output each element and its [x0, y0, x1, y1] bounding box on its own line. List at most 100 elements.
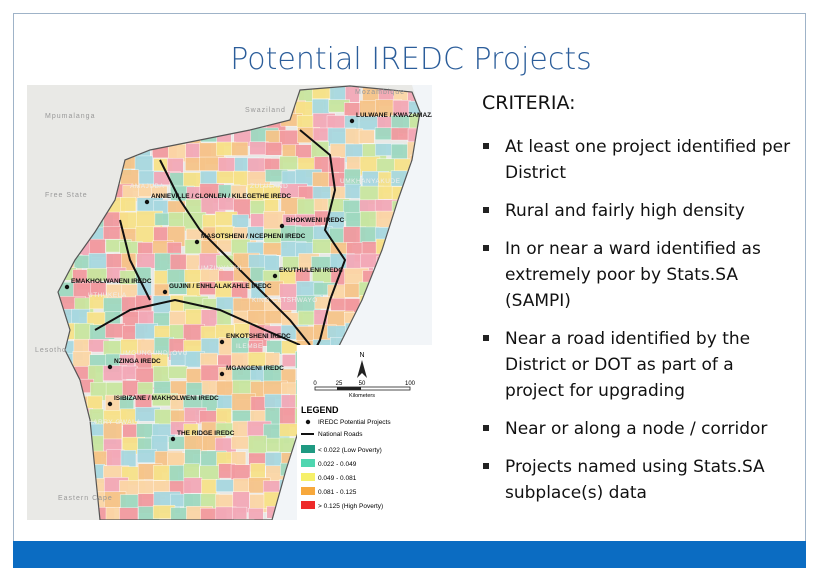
- patch: [105, 507, 121, 520]
- patch: [264, 255, 280, 271]
- patch: [154, 212, 170, 226]
- project-label: ISIBIZANE / MAKHOLWENI IREDC: [114, 395, 219, 402]
- project-label: MGANGENI IREDC: [226, 365, 284, 372]
- project-point: [194, 239, 200, 245]
- legend-classes: < 0.022 (Low Poverty) 0.022 - 0.049 0.049 …: [301, 445, 383, 510]
- project-point: [107, 401, 113, 407]
- region-label: Eastern Cape: [58, 495, 113, 502]
- projects: LULWANE / KWAZAMAZAMA IREDC ANNIEVILLE / …: [64, 112, 432, 442]
- patch: [183, 477, 203, 494]
- project-point: [64, 284, 70, 290]
- patch: [344, 183, 362, 199]
- legend-swatch: [301, 487, 315, 495]
- legend-title: LEGEND: [301, 405, 339, 415]
- legend-label: National Roads: [318, 431, 363, 438]
- criteria-item: In or near a ward identified as extremel…: [482, 236, 792, 314]
- region-label: Mozambique: [355, 89, 405, 96]
- project-label: BHOKWENI IREDC: [286, 217, 344, 224]
- scale-unit: Kilometers: [349, 393, 375, 399]
- patch: [73, 338, 90, 353]
- criteria-item: Rural and fairly high density: [482, 198, 792, 224]
- project-label: ANNIEVILLE / CLONLEN / KILEGETHE IREDC: [151, 193, 291, 200]
- legend-swatch: [301, 445, 315, 453]
- patch: [311, 141, 329, 159]
- project-point: [162, 289, 168, 295]
- patch: [279, 155, 298, 170]
- patch: [169, 254, 188, 272]
- district-label: UTHUKELA: [88, 292, 127, 299]
- project-label: ENKOTSHENI IREDC: [226, 333, 291, 340]
- patch: [168, 211, 186, 227]
- roads: [94, 129, 347, 381]
- district-label: AMAJUBA: [130, 183, 164, 190]
- patch: [247, 226, 264, 241]
- legend-swatch: [301, 473, 315, 481]
- north-arrow: [357, 360, 367, 378]
- scale-bar: [314, 386, 411, 391]
- patch: [344, 283, 361, 298]
- scale-label: 25: [336, 381, 343, 387]
- north-label: N: [359, 352, 364, 359]
- patch: [250, 266, 266, 282]
- patch: [200, 170, 220, 186]
- patch: [103, 226, 122, 240]
- project-point: [272, 273, 278, 279]
- legend-swatch: [301, 459, 315, 467]
- region-label: Swaziland: [245, 107, 286, 114]
- criteria: CRITERIA: At least one project identifie…: [482, 92, 792, 518]
- patch: [263, 242, 283, 256]
- map: Mozambique Swaziland Mpumalanga Free Sta…: [27, 85, 432, 520]
- legend-label: 0.081 - 0.125: [318, 489, 357, 496]
- patch: [215, 479, 235, 492]
- patch: [248, 508, 264, 520]
- patch: [137, 448, 157, 463]
- patch: [199, 465, 221, 481]
- criteria-item: Near a road identified by the District o…: [482, 326, 792, 404]
- project-point: [219, 371, 225, 377]
- patch: [138, 310, 155, 325]
- project-point: [279, 223, 285, 229]
- project-label: NZINGA IREDC: [114, 358, 161, 365]
- legend-point: [305, 419, 311, 425]
- patch: [359, 211, 379, 229]
- patch: [105, 323, 126, 339]
- legend-label: 0.049 - 0.081: [318, 475, 357, 482]
- project-label: MASOTSHENI / NCEPHENI IREDC: [201, 233, 306, 240]
- patch: [119, 507, 139, 520]
- project-point: [107, 364, 113, 370]
- project-label: EKUTHULENI IREDC: [279, 267, 343, 274]
- legend-label: > 0.125 (High Poverty): [318, 503, 383, 510]
- criteria-heading: CRITERIA:: [482, 92, 576, 114]
- patch: [183, 463, 200, 479]
- legend-swatch: [301, 501, 315, 509]
- criteria-item: Projects named using Stats.SA subplace(s…: [482, 454, 792, 506]
- project-label: GUJINI / ENHLALAKAHLE IREDC: [169, 283, 272, 290]
- criteria-list: At least one project identified per Dist…: [482, 134, 792, 506]
- patch: [168, 365, 188, 379]
- scale-bar-fill: [337, 387, 361, 390]
- district-label: KING CETSHWAYO: [252, 297, 318, 304]
- district-label: UMKHANYAKUDE: [340, 178, 401, 185]
- footer-bar: [13, 541, 806, 568]
- patch: [231, 141, 249, 156]
- patch: [281, 354, 298, 367]
- criteria-item: At least one project identified per Dist…: [482, 134, 792, 186]
- scale-label: 0: [313, 381, 317, 387]
- district-label: UMZINYATHI: [198, 265, 242, 272]
- legend-label: 0.022 - 0.049: [318, 461, 357, 468]
- district-label: ZULULAND: [250, 183, 288, 190]
- district-label: ILEMBE: [236, 343, 263, 350]
- legend-label: < 0.022 (Low Poverty): [318, 447, 382, 454]
- project-label: EMAKHOLWANENI IREDC: [71, 278, 152, 285]
- project-point: [349, 118, 355, 124]
- patch: [170, 380, 188, 395]
- criteria-item: Near or along a node / corridor: [482, 416, 792, 442]
- project-point: [170, 436, 176, 442]
- scale-label: 100: [405, 381, 416, 387]
- scale-label: 50: [359, 381, 366, 387]
- patch: [297, 310, 316, 326]
- project-label: LULWANE / KWAZAMAZAMA IREDC: [356, 112, 432, 119]
- region-label: Mpumalanga: [45, 113, 95, 120]
- project-point: [144, 199, 150, 205]
- patch: [312, 239, 333, 254]
